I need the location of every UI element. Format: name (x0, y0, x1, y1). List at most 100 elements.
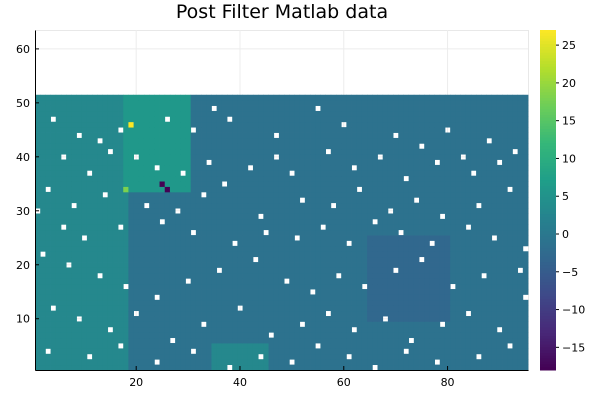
heatmap-cell (310, 348, 316, 355)
heatmap-cell (310, 121, 316, 128)
heatmap-cell (507, 348, 513, 355)
heatmap-cell (154, 272, 160, 279)
heatmap-cell (180, 364, 186, 371)
heatmap-cell (123, 251, 129, 258)
heatmap-cell (237, 208, 243, 214)
heatmap-cell (66, 116, 72, 123)
heatmap-cell (55, 164, 62, 171)
heatmap-cell (252, 116, 259, 123)
heatmap-cell (450, 278, 456, 285)
heatmap-cell (123, 170, 129, 177)
heatmap-cell (465, 348, 472, 355)
heatmap-cell (76, 224, 83, 231)
heatmap-cell (429, 127, 435, 133)
heatmap-cell (138, 272, 145, 279)
heatmap-cell (252, 272, 259, 279)
heatmap-cell (128, 197, 134, 204)
heatmap-cell (138, 181, 145, 187)
heatmap-cell (455, 348, 461, 355)
heatmap-cell (470, 262, 477, 268)
heatmap-cell (299, 245, 306, 252)
heatmap-cell (346, 170, 352, 177)
heatmap-cell (403, 94, 410, 101)
heatmap-cell (294, 159, 301, 166)
heatmap-cell (460, 348, 467, 355)
heatmap-cell (330, 337, 337, 344)
heatmap-cell (232, 181, 238, 187)
heatmap-cell (434, 353, 441, 360)
heatmap-cell (455, 267, 461, 274)
heatmap-cell (507, 170, 513, 177)
heatmap-cell (45, 105, 51, 112)
heatmap-cell (118, 105, 124, 112)
heatmap-cell (465, 262, 472, 268)
heatmap-cell (413, 208, 420, 214)
heatmap-cell (439, 208, 446, 214)
heatmap-cell (258, 256, 264, 263)
heatmap-cell (361, 337, 368, 344)
heatmap-cell (320, 159, 327, 166)
heatmap-cell (481, 143, 487, 150)
heatmap-cell (55, 229, 62, 236)
heatmap-cell (71, 137, 77, 144)
heatmap-cell (273, 316, 280, 322)
heatmap-cell (112, 267, 119, 274)
heatmap-cell (382, 364, 389, 371)
heatmap-cell (123, 289, 129, 295)
heatmap-cell (112, 343, 119, 349)
heatmap-cell (470, 235, 477, 241)
heatmap-cell (232, 289, 238, 295)
heatmap-cell (55, 305, 62, 312)
heatmap-cell (325, 294, 332, 301)
heatmap-cell (40, 262, 46, 268)
heatmap-cell (310, 245, 316, 252)
heatmap-cell (66, 256, 72, 263)
heatmap-cell (341, 170, 347, 177)
heatmap-cell (289, 94, 295, 101)
heatmap-cell (330, 289, 337, 295)
heatmap-cell (325, 359, 332, 366)
heatmap-cell (444, 348, 451, 355)
heatmap-cell (299, 137, 306, 144)
heatmap-cell (195, 310, 202, 317)
heatmap-cell (372, 154, 378, 160)
heatmap-cell (159, 305, 166, 312)
heatmap-cell (201, 110, 207, 117)
heatmap-cell (325, 245, 332, 252)
heatmap-cell (159, 262, 166, 268)
heatmap-cell (507, 353, 513, 360)
heatmap-cell (315, 262, 321, 268)
heatmap-cell (346, 197, 352, 204)
heatmap-cell (522, 218, 529, 225)
heatmap-cell (413, 154, 420, 160)
heatmap-cell (372, 132, 378, 139)
heatmap-cell (393, 310, 399, 317)
heatmap-cell (273, 116, 280, 123)
heatmap-cell (491, 105, 498, 112)
heatmap-cell (92, 175, 98, 182)
heatmap-cell (190, 170, 197, 177)
heatmap-cell (481, 262, 487, 268)
heatmap-cell (268, 305, 275, 312)
heatmap-cell (486, 132, 493, 139)
heatmap-cell (470, 100, 477, 106)
heatmap-cell (335, 159, 342, 166)
heatmap-cell (419, 164, 425, 171)
heatmap-cell (35, 305, 41, 312)
heatmap-cell (491, 159, 498, 166)
heatmap-cell (71, 170, 77, 177)
colorbar-segment (540, 115, 556, 119)
heatmap-cell (444, 116, 451, 123)
heatmap-cell (216, 181, 223, 187)
heatmap-cell (164, 105, 171, 112)
heatmap-cell (387, 353, 394, 360)
heatmap-cell (304, 364, 311, 371)
heatmap-cell (221, 137, 228, 144)
heatmap-cell (45, 267, 51, 274)
heatmap-cell (408, 316, 415, 322)
heatmap-cell (118, 353, 124, 360)
colorbar-segment (540, 134, 556, 139)
heatmap-cell (66, 143, 72, 150)
heatmap-cell (185, 148, 192, 155)
heatmap-cell (232, 348, 238, 355)
